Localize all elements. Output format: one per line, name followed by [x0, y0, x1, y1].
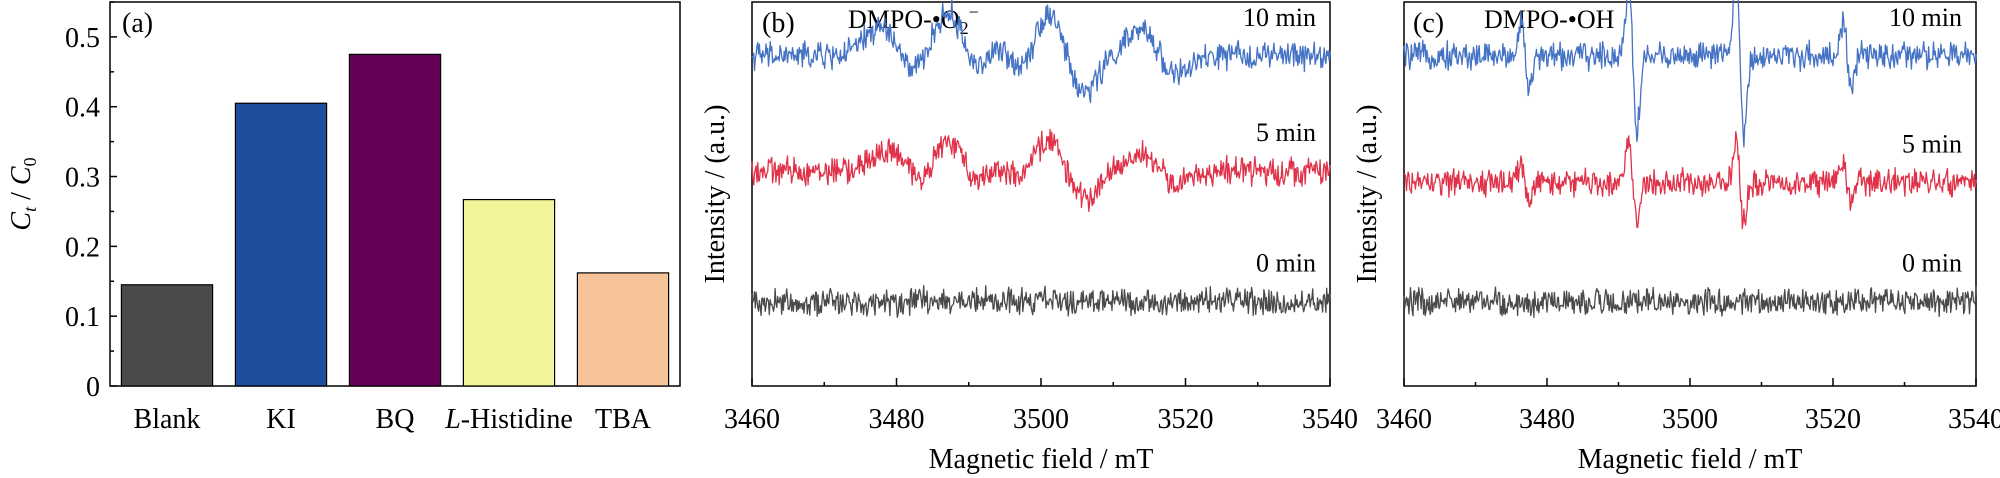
y-tick-label: 0.4 [65, 93, 100, 124]
trace-label: 0 min [1256, 249, 1316, 278]
bar-bq [348, 53, 442, 387]
x-tick-label: 3460 [724, 404, 780, 435]
x-tick-label: 3540 [1302, 404, 1358, 435]
y-tick-label: 0.1 [65, 302, 100, 333]
x-tick-label: L-Histidine [444, 404, 573, 435]
bar-group [120, 53, 670, 387]
x-tick-label: 3540 [1948, 404, 2000, 435]
x-axis-ticks: Blank KI BQ L-Histidine TBA [134, 404, 652, 435]
x-tick-label: KI [266, 404, 296, 435]
bar-blank [120, 284, 214, 387]
trace-0-min [751, 285, 1331, 318]
y-tick-label: 0.2 [65, 232, 100, 263]
trace-label: 0 min [1902, 249, 1962, 278]
x-axis-label: Magnetic field / mT [1578, 444, 1803, 475]
x-tick-label: 3500 [1662, 404, 1718, 435]
trace-10-min [1403, 0, 1977, 148]
x-tick-label: 3520 [1805, 404, 1861, 435]
y-axis-label: Ct / C0 [6, 157, 40, 230]
y-axis-ticks: 0 0.1 0.2 0.3 0.4 0.5 [65, 1, 117, 403]
panel-c-title: DMPO-•OH [1484, 5, 1615, 34]
x-axis-ticks: 3460 3480 3500 3520 3540 [724, 378, 1358, 435]
y-axis-label: Intensity / (a.u.) [1352, 105, 1383, 284]
y-tick-label: 0 [86, 372, 100, 403]
panel-c-label: (c) [1413, 8, 1444, 39]
x-tick-label: Blank [134, 404, 201, 435]
trace-label: 10 min [1889, 3, 1962, 32]
y-axis-label: Intensity / (a.u.) [700, 105, 731, 284]
x-axis-ticks: 3460 3480 3500 3520 3540 [1376, 378, 2000, 435]
bar-ki [234, 102, 328, 387]
x-tick-label: 3520 [1158, 404, 1214, 435]
trace-0-min [1403, 285, 1977, 318]
x-axis-label: Magnetic field / mT [929, 444, 1154, 475]
x-tick-label: TBA [595, 404, 652, 435]
x-tick-label: 3480 [869, 404, 925, 435]
trace-label: 5 min [1256, 118, 1316, 147]
bar-l-histidine [462, 198, 556, 387]
panel-c: (c) DMPO-•OH 10 min 5 min 0 min 3460 3480 35… [1352, 0, 2000, 475]
trace-label: 5 min [1902, 129, 1962, 158]
trace-10-min [751, 0, 1331, 104]
x-tick-label: 3500 [1013, 404, 1069, 435]
y-tick-label: 0.3 [65, 163, 100, 194]
panel-a-label: (a) [122, 8, 153, 39]
bar-tba [576, 272, 670, 387]
x-tick-label: BQ [376, 404, 415, 435]
panel-b-label: (b) [762, 8, 795, 39]
x-tick-label: 3480 [1519, 404, 1575, 435]
trace-5-min [751, 128, 1331, 213]
y-tick-label: 0.5 [65, 23, 100, 54]
trace-label: 10 min [1243, 3, 1316, 32]
trace-5-min [1403, 130, 1977, 230]
x-tick-label: 3460 [1376, 404, 1432, 435]
panel-a: (a) 0 0.1 0.2 0.3 0.4 0.5 Blank KI BQ L-Histidin… [6, 1, 681, 435]
trace-group: 10 min 5 min 0 min [1403, 0, 1977, 318]
trace-group: 10 min 5 min 0 min [751, 0, 1331, 318]
